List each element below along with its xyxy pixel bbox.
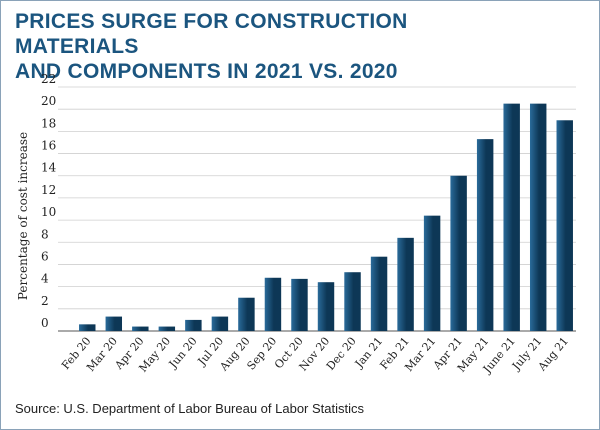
bar-aug-20 xyxy=(238,297,255,331)
y-tick-label: 10 xyxy=(41,205,56,219)
bar-dec-20 xyxy=(344,272,361,331)
y-tick-label: 20 xyxy=(41,94,56,108)
bar-feb-20 xyxy=(79,324,96,331)
y-tick-label: 14 xyxy=(41,161,57,175)
y-tick-label: 12 xyxy=(41,183,56,197)
y-tick-label: 16 xyxy=(41,139,56,153)
x-tick-label: Jun 20 xyxy=(166,335,200,372)
bar-july-21 xyxy=(529,103,547,332)
y-tick-label: 8 xyxy=(41,227,49,241)
x-tick-label: Sep 20 xyxy=(244,335,279,373)
bar-may-20 xyxy=(158,326,176,331)
bar-mar-20 xyxy=(105,316,123,331)
bar-feb-21 xyxy=(397,237,414,331)
y-tick-label: 4 xyxy=(41,272,49,286)
y-tick-label: 6 xyxy=(41,249,49,263)
y-tick-label: 2 xyxy=(41,294,49,308)
bar-jul-20 xyxy=(211,316,229,331)
y-tick-label: 18 xyxy=(41,116,56,130)
bar-aug-21 xyxy=(556,120,573,331)
bar-jan-21 xyxy=(370,256,388,331)
bar-may-21 xyxy=(476,139,494,331)
y-axis-title: Percentage of cost increase xyxy=(16,132,30,300)
bar-apr-21 xyxy=(450,175,467,331)
bar-nov-20 xyxy=(317,282,335,331)
y-tick-labels: 0 2 4 6 8 10 12 14 16 18 20 22 xyxy=(41,72,57,330)
source-note: Source: U.S. Department of Labor Bureau … xyxy=(15,401,365,416)
bar-apr-20 xyxy=(132,326,149,331)
bar-oct-20 xyxy=(291,278,308,331)
gridlines xyxy=(58,86,576,332)
bar-jun-20 xyxy=(185,319,202,331)
bar-mar-21 xyxy=(423,215,441,331)
y-tick-label: 0 xyxy=(41,316,49,330)
chart-title: PRICES SURGE FOR CONSTRUCTION MATERIALS … xyxy=(15,9,535,84)
bar-june-21 xyxy=(503,103,520,332)
bars xyxy=(79,103,573,332)
bar-sep-20 xyxy=(264,277,282,331)
chart-title-line-1: PRICES SURGE FOR CONSTRUCTION MATERIALS xyxy=(15,10,408,58)
y-tick-label: 22 xyxy=(41,72,56,86)
chart-title-line-2: AND COMPONENTS IN 2021 VS. 2020 xyxy=(15,60,398,83)
